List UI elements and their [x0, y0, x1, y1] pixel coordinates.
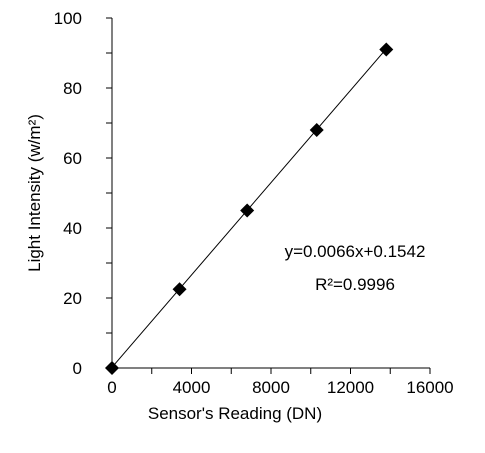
- x-tick-label: 0: [107, 378, 116, 397]
- point: [379, 42, 394, 57]
- x-tick-label: 16000: [406, 378, 453, 397]
- y-tick-label: 0: [73, 359, 82, 378]
- equation: y=0.0066x+0.1542: [285, 242, 426, 261]
- y-tick-label: 60: [63, 149, 82, 168]
- x-tick-label: 12000: [327, 378, 374, 397]
- x-tick-label: 4000: [173, 378, 211, 397]
- y-tick-label: 20: [63, 289, 82, 308]
- x-tick-label: 8000: [252, 378, 290, 397]
- y-tick-label: 80: [63, 79, 82, 98]
- y-axis-label: Light Intensity (w/m²): [25, 114, 44, 272]
- r-squared: R²=0.9996: [315, 275, 395, 294]
- point: [105, 361, 119, 375]
- point: [309, 123, 324, 137]
- point: [172, 282, 187, 297]
- y-tick-label: 40: [63, 219, 82, 238]
- point: [240, 203, 255, 218]
- x-axis-label: Sensor's Reading (DN): [148, 404, 322, 423]
- y-tick-label: 100: [54, 9, 82, 28]
